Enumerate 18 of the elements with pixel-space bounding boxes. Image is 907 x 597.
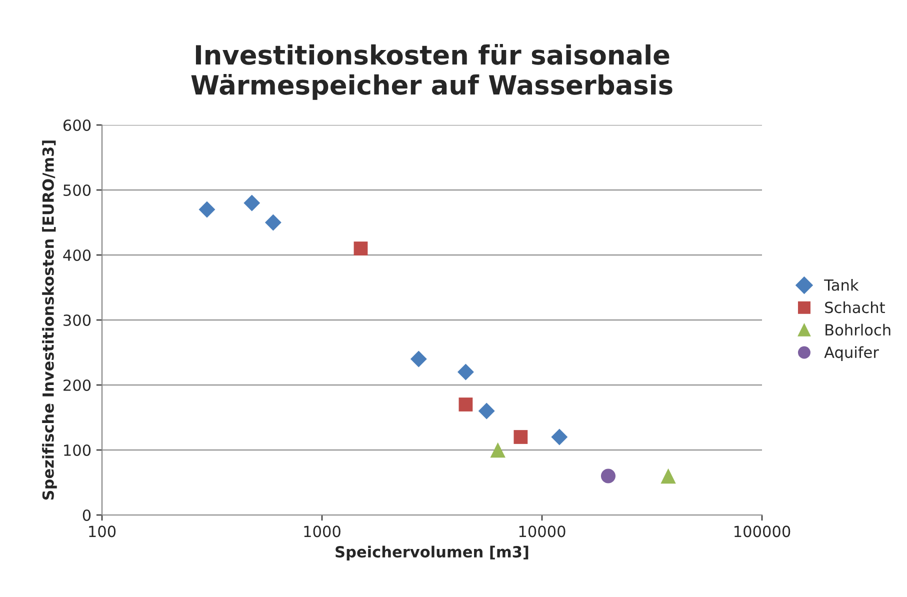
y-tick-label: 400 xyxy=(63,249,91,262)
chart-title: Investitionskosten für saisonale Wärmespeicher auf Wasserbasis xyxy=(191,44,672,100)
legend-label: Bohrloch xyxy=(826,324,890,336)
x-tick-label: 100000 xyxy=(734,526,790,538)
x-axis-title: Speichervolumen [m3] xyxy=(336,546,528,561)
y-tick-label: 200 xyxy=(64,379,91,392)
x-tick-label: 10000 xyxy=(519,526,566,538)
y-tick-label: 0 xyxy=(82,509,91,522)
x-tick-label: 100 xyxy=(89,526,116,538)
legend-label: Tank xyxy=(824,278,859,291)
y-tick-label: 500 xyxy=(64,184,91,196)
y-tick-label: 600 xyxy=(63,119,91,132)
legend-label: Schacht xyxy=(825,301,885,314)
y-axis-title: Spezifische Investitionskosten [EURO/m3] xyxy=(42,140,57,500)
legend-label: Aquifer xyxy=(824,346,879,362)
x-tick-label: 1000 xyxy=(304,526,340,538)
y-tick-label: 300 xyxy=(64,314,91,326)
y-tick-label: 100 xyxy=(64,444,91,456)
